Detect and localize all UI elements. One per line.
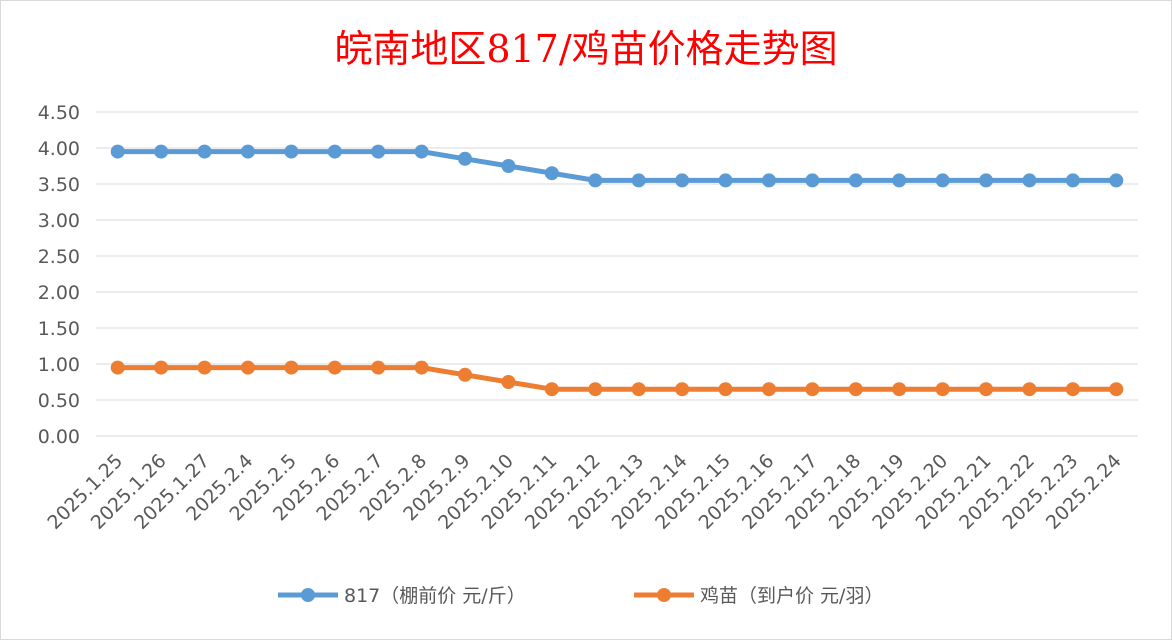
legend: 817（棚前价 元/斤） 鸡苗（到户价 元/羽） [278, 585, 883, 607]
data-point [588, 382, 603, 397]
series-line-0 [115, 149, 1119, 183]
legend-marker-0 [301, 588, 315, 602]
y-tick-label: 3.00 [38, 210, 80, 232]
data-point [718, 173, 733, 188]
data-point [631, 382, 646, 397]
data-point [805, 173, 820, 188]
y-axis-ticks: 0.00 0.50 1.00 1.50 2.00 2.50 3.00 3.50 4.00 4.50 [38, 102, 80, 448]
data-point [327, 360, 342, 375]
data-point [979, 382, 994, 397]
data-point [892, 382, 907, 397]
data-point [1109, 382, 1124, 397]
data-point [371, 144, 386, 159]
data-point [1022, 382, 1037, 397]
legend-label-0: 817（棚前价 元/斤） [344, 585, 526, 607]
data-point [154, 360, 169, 375]
data-point [718, 382, 733, 397]
series-layer [110, 144, 1124, 397]
data-point [805, 382, 820, 397]
data-point [414, 144, 429, 159]
data-point [110, 360, 125, 375]
data-point [501, 159, 516, 173]
gridlines [96, 111, 1138, 437]
legend-label-1: 鸡苗（到户价 元/羽） [700, 585, 883, 607]
chart-title: 皖南地区817/鸡苗价格走势图 [334, 27, 838, 71]
data-point [1109, 173, 1124, 188]
data-point [1065, 173, 1080, 188]
data-point [197, 360, 212, 375]
data-point [1065, 382, 1080, 397]
data-point [588, 173, 603, 188]
data-point [631, 173, 646, 188]
data-point [327, 144, 342, 159]
data-point [675, 173, 690, 188]
data-point [675, 382, 690, 397]
data-point [892, 173, 907, 188]
data-point [848, 173, 863, 188]
data-point [458, 151, 473, 166]
y-tick-label: 1.50 [38, 318, 80, 340]
data-point [154, 144, 169, 159]
data-point [544, 166, 559, 181]
series-line-1 [115, 365, 1119, 392]
y-tick-label: 3.50 [38, 174, 80, 196]
data-point [284, 360, 299, 375]
y-tick-label: 2.00 [38, 282, 80, 304]
data-point [414, 360, 429, 375]
data-point [197, 144, 212, 159]
x-axis-ticks: 2025.1.252025.1.262025.1.272025.2.42025.… [43, 450, 1126, 534]
y-tick-label: 1.00 [38, 354, 80, 376]
data-point [240, 144, 255, 159]
data-point [371, 360, 386, 375]
y-tick-label: 4.00 [38, 138, 80, 160]
data-point [458, 367, 473, 382]
y-tick-label: 4.50 [38, 102, 80, 124]
legend-marker-1 [657, 588, 671, 602]
data-point [501, 375, 516, 389]
y-tick-label: 0.50 [38, 390, 80, 412]
data-point [848, 382, 863, 397]
data-point [935, 173, 950, 188]
data-point [761, 173, 776, 188]
data-point [979, 173, 994, 188]
data-point [935, 382, 950, 397]
y-tick-label: 2.50 [38, 246, 80, 268]
y-tick-label: 0.00 [38, 426, 80, 448]
data-point [240, 360, 255, 375]
data-point [284, 144, 299, 159]
data-point [110, 144, 125, 159]
data-point [1022, 173, 1037, 188]
data-point [544, 382, 559, 397]
data-point [761, 382, 776, 397]
